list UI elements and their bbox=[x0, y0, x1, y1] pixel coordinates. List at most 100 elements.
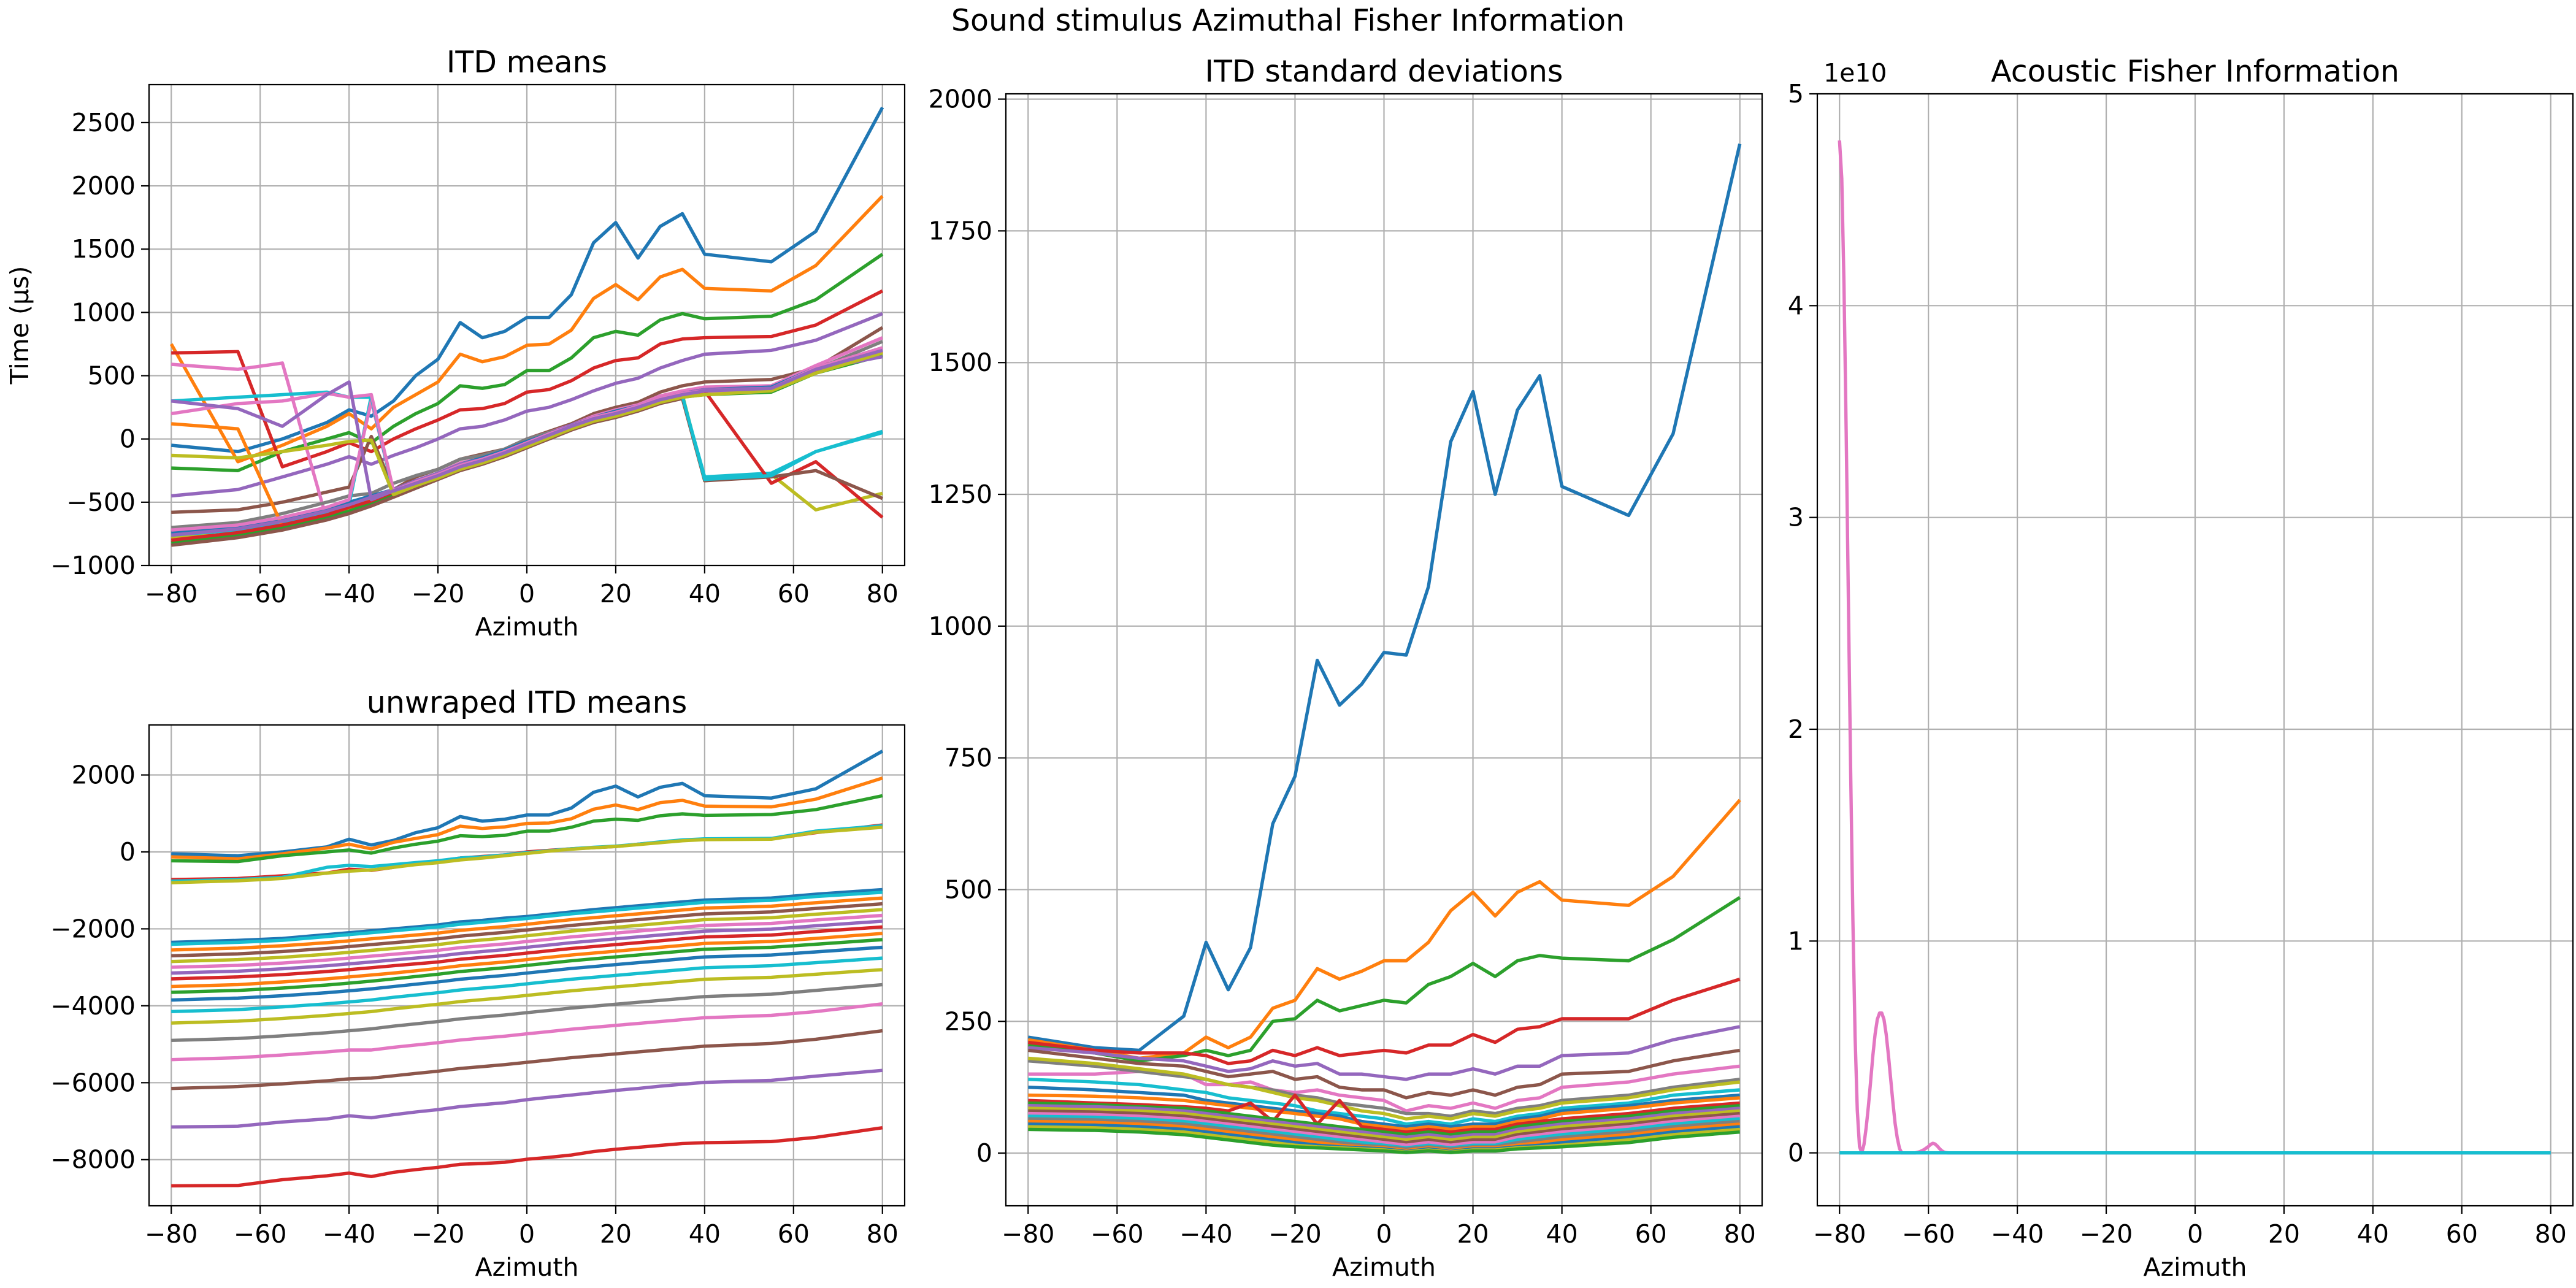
x-tick-label: −60 bbox=[1902, 1219, 1955, 1249]
y-tick-label: 500 bbox=[945, 875, 992, 904]
series-line-9 bbox=[1028, 1056, 1741, 1121]
series-line-19 bbox=[171, 968, 883, 1025]
series-line-12 bbox=[171, 913, 883, 969]
x-axis-label: Azimuth bbox=[475, 612, 579, 642]
series-line-5 bbox=[171, 312, 883, 498]
series-line-18 bbox=[171, 956, 883, 1013]
y-tick-label: 250 bbox=[945, 1006, 992, 1036]
x-tick-label: 0 bbox=[519, 1219, 535, 1249]
y-tick-label: 2000 bbox=[929, 85, 992, 114]
figure-suptitle: Sound stimulus Azimuthal Fisher Informat… bbox=[951, 3, 1625, 38]
y-tick-label: −500 bbox=[66, 488, 136, 517]
series-line-1 bbox=[171, 749, 884, 857]
x-tick-label: −60 bbox=[1091, 1219, 1144, 1249]
x-tick-label: −80 bbox=[1813, 1219, 1866, 1249]
x-tick-label: −40 bbox=[1991, 1219, 2044, 1249]
axes-title: unwraped ITD means bbox=[367, 685, 687, 720]
series-line-1 bbox=[171, 106, 884, 453]
y-tick-label: 1500 bbox=[929, 348, 992, 377]
series-line-20 bbox=[171, 351, 883, 497]
y-tick-label: −2000 bbox=[50, 914, 136, 943]
series-line-6 bbox=[1027, 1048, 1741, 1100]
series-line-6 bbox=[171, 826, 883, 884]
x-tick-label: 20 bbox=[2268, 1219, 2300, 1249]
series-line-14 bbox=[1028, 1101, 1740, 1137]
y-tick-label: 2000 bbox=[72, 171, 136, 201]
axes-title: ITD standard deviations bbox=[1205, 54, 1563, 89]
series-line-15 bbox=[171, 932, 883, 989]
unwrapped-itd-means-panel: −80 −60 −40 −20 0 20 40 60 80 −8000 −6000 −4000 −200… bbox=[50, 685, 906, 1282]
series-line-3 bbox=[171, 794, 883, 864]
series-line-17 bbox=[171, 945, 883, 1002]
y-tick-label: 1250 bbox=[929, 480, 992, 509]
fisher-info-panel: −80 −60 −40 −20 0 20 40 60 80 0 1 2 3 4 5 Acoustic Fish… bbox=[1788, 54, 2574, 1282]
series-line-16 bbox=[171, 938, 883, 994]
itd-std-panel: −80 −60 −40 −20 0 20 40 60 80 0 250 500 750 1000 1250 1… bbox=[929, 54, 1763, 1282]
x-tick-label: −80 bbox=[1002, 1219, 1055, 1249]
y-tick-label: 1500 bbox=[72, 234, 136, 264]
x-tick-label: 40 bbox=[1546, 1219, 1578, 1249]
y-tick-label: 500 bbox=[88, 361, 136, 391]
x-tick-label: −60 bbox=[234, 579, 287, 608]
series-lines bbox=[1838, 140, 2551, 1155]
series-line-14 bbox=[171, 925, 883, 981]
x-axis-label: Azimuth bbox=[1332, 1252, 1436, 1282]
x-tick-label: 80 bbox=[867, 579, 899, 608]
series-line-13 bbox=[1028, 1093, 1740, 1134]
series-line-5 bbox=[1028, 1025, 1741, 1081]
x-tick-label: 20 bbox=[600, 579, 632, 608]
series-line-1 bbox=[1838, 140, 2551, 1155]
y-tick-label: 3 bbox=[1788, 503, 1804, 532]
series-line-7 bbox=[171, 887, 883, 945]
x-tick-label: 40 bbox=[689, 579, 721, 608]
y-tick-label: 0 bbox=[120, 837, 136, 867]
y-tick-label: −8000 bbox=[50, 1145, 136, 1175]
series-line-21 bbox=[171, 348, 883, 502]
series-line-2 bbox=[171, 776, 883, 861]
y-tick-label: −6000 bbox=[50, 1068, 136, 1097]
series-line-11 bbox=[1028, 1086, 1740, 1129]
itd-means-panel: −80 −60 −40 −20 0 20 40 60 80 −1000 −500 0 500 1000 15… bbox=[5, 45, 906, 642]
x-tick-label: 40 bbox=[689, 1219, 721, 1249]
x-tick-label: 80 bbox=[1724, 1219, 1756, 1249]
x-tick-label: 20 bbox=[1457, 1219, 1489, 1249]
series-line-22 bbox=[171, 1029, 883, 1091]
x-tick-label: 60 bbox=[1635, 1219, 1667, 1249]
series-line-12 bbox=[1028, 1093, 1740, 1132]
series-line-19 bbox=[1028, 1114, 1740, 1150]
series-line-3 bbox=[171, 253, 884, 472]
series-line-4 bbox=[1027, 977, 1741, 1065]
series-line-2 bbox=[1027, 799, 1741, 1060]
series-line-8 bbox=[171, 891, 883, 946]
y-tick-label: −1000 bbox=[50, 551, 136, 580]
y-tick-label: 0 bbox=[976, 1138, 992, 1168]
series-line-24 bbox=[171, 1126, 883, 1188]
series-line-10 bbox=[171, 902, 883, 957]
series-lines bbox=[1027, 143, 1742, 1154]
y-tick-label: 2 bbox=[1788, 715, 1804, 744]
x-tick-label: −80 bbox=[145, 1219, 198, 1249]
series-line-1 bbox=[1027, 143, 1742, 1052]
x-tick-label: 60 bbox=[778, 1219, 810, 1249]
x-tick-label: 80 bbox=[2535, 1219, 2567, 1249]
y-tick-label: 1750 bbox=[929, 216, 992, 245]
series-line-20 bbox=[171, 983, 883, 1042]
y-offset-label: 1e10 bbox=[1823, 58, 1887, 88]
x-tick-label: −20 bbox=[412, 579, 465, 608]
series-line-3 bbox=[1027, 896, 1741, 1063]
x-tick-label: 0 bbox=[1376, 1219, 1392, 1249]
y-axis-label: Time (μs) bbox=[5, 266, 34, 385]
y-tick-label: −4000 bbox=[50, 991, 136, 1021]
axes-title: ITD means bbox=[447, 45, 607, 80]
series-line-17 bbox=[1028, 1109, 1740, 1144]
x-tick-label: 20 bbox=[600, 1219, 632, 1249]
series-line-16 bbox=[1028, 1106, 1740, 1142]
x-tick-label: −40 bbox=[323, 1219, 376, 1249]
x-tick-label: 60 bbox=[2446, 1219, 2478, 1249]
x-tick-label: −40 bbox=[323, 579, 376, 608]
x-tick-label: 60 bbox=[778, 579, 810, 608]
series-line-7 bbox=[1028, 1064, 1741, 1113]
x-tick-label: −80 bbox=[145, 579, 198, 608]
y-tick-label: 2000 bbox=[72, 761, 136, 790]
